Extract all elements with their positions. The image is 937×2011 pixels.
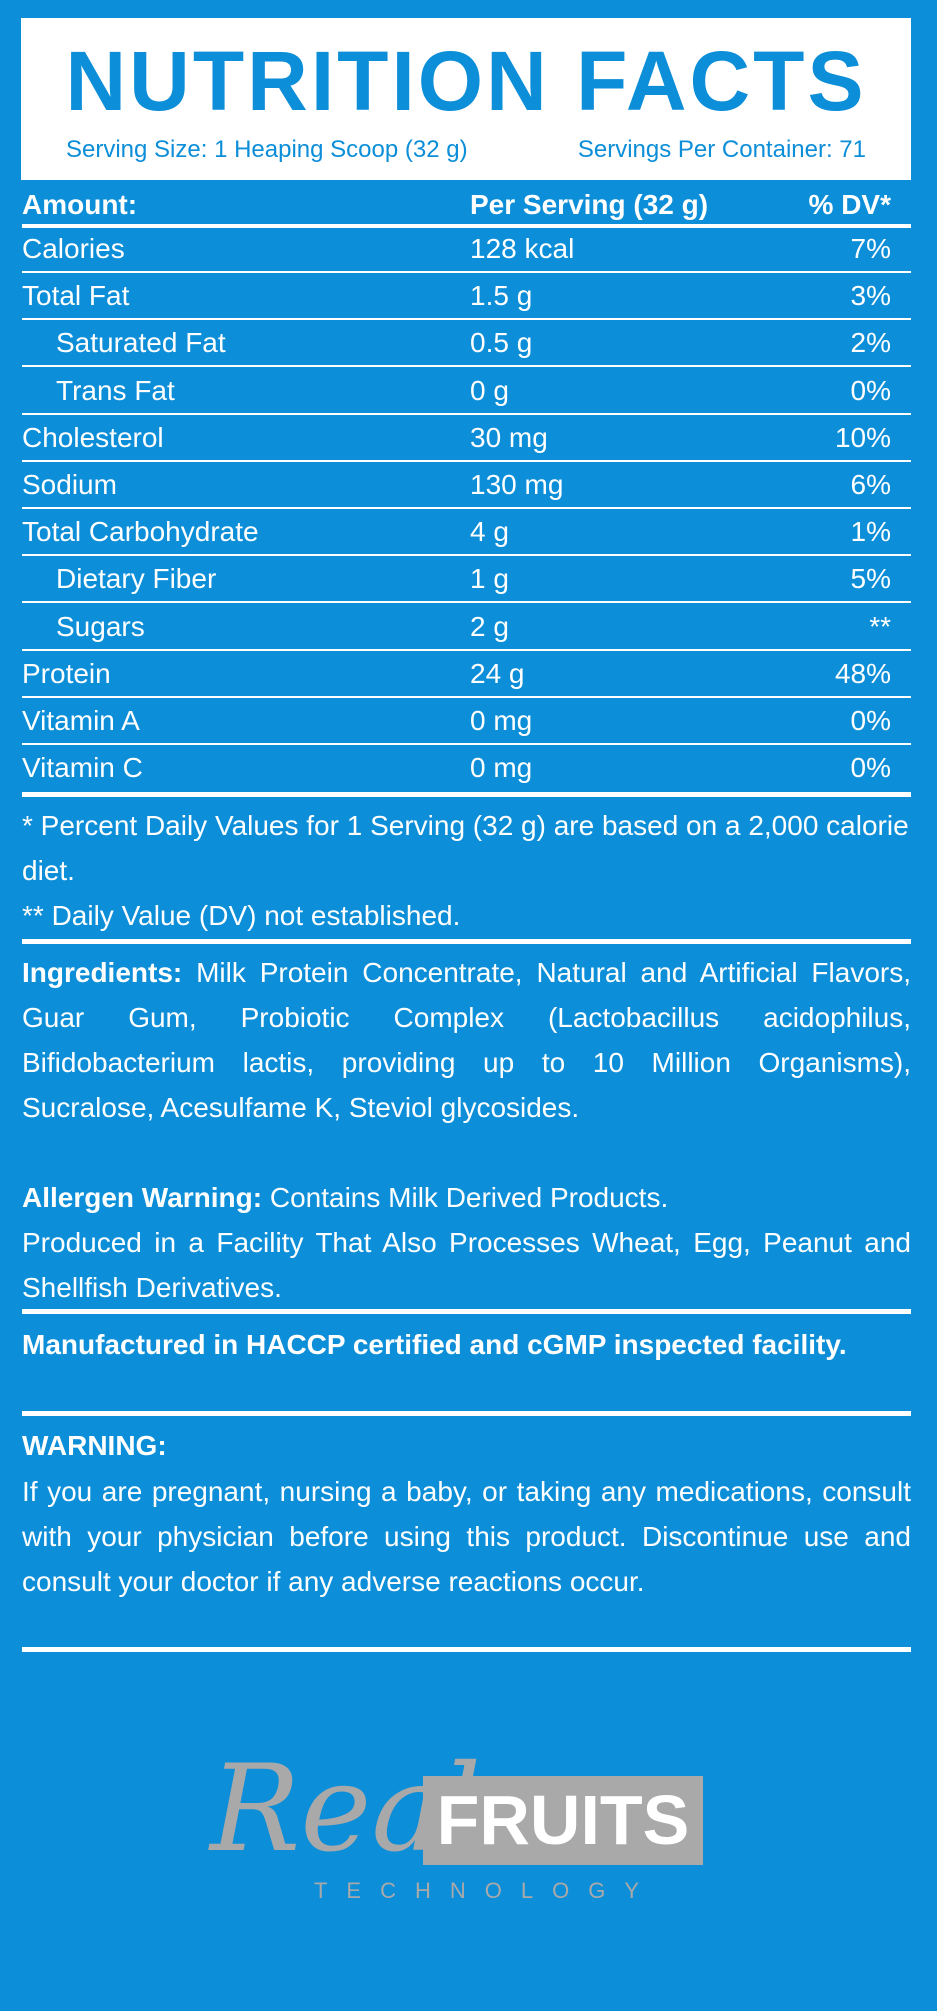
manufacturing: Manufactured in HACCP certified and cGMP… — [22, 1329, 847, 1360]
daily-value: 2% — [850, 327, 891, 359]
logo-tagline: TECHNOLOGY — [313, 1878, 659, 1903]
amount: 0 mg — [470, 705, 533, 736]
nutrient-name: Cholesterol — [22, 421, 164, 453]
amount: 0 mg — [470, 752, 533, 784]
amount: 128 kcal — [470, 233, 575, 264]
warning-text: If you are pregnant, nursing a baby, or … — [22, 1476, 911, 1597]
daily-value: 3% — [850, 280, 891, 312]
rule — [22, 792, 911, 797]
title: NUTRITION FACTS — [65, 34, 867, 128]
facility: Produced in a Facility That Also Process… — [22, 1227, 911, 1303]
header-box: NUTRITION FACTS Serving Size: 1 Heaping … — [21, 18, 911, 180]
row-divider — [22, 648, 911, 651]
nutrient-name: Protein — [22, 657, 111, 689]
daily-value: 1% — [850, 516, 891, 548]
nutrient-name: Dietary Fiber — [56, 563, 217, 595]
daily-value: 0% — [850, 752, 891, 784]
amount: 130 mg — [470, 469, 564, 500]
column-header: % DV* — [808, 189, 891, 220]
ingredients-label: Ingredients: — [22, 957, 183, 988]
rule — [22, 224, 911, 228]
row-divider — [22, 412, 911, 415]
row-divider — [22, 743, 911, 745]
daily-value: 6% — [850, 469, 891, 500]
row-divider — [22, 271, 911, 273]
amount: 0.5 g — [470, 327, 533, 359]
logo-word: FRUITS — [423, 1776, 703, 1865]
row-divider — [22, 695, 911, 698]
rule — [22, 1309, 911, 1314]
allergen-label: Allergen Warning: — [22, 1182, 263, 1213]
daily-value: 48% — [834, 657, 891, 689]
column-header: Amount: — [22, 189, 138, 220]
amount: 2 g — [470, 610, 509, 642]
footnote: ** Daily Value (DV) not established. — [22, 900, 461, 931]
nutrient-name: Saturated Fat — [56, 327, 226, 359]
row-divider — [22, 507, 911, 509]
nutrient-name: Vitamin A — [22, 705, 140, 736]
ingredients: Ingredients: Milk Protein Concentrate, N… — [22, 950, 911, 1130]
row-divider — [22, 554, 911, 557]
nutrient-name: Sodium — [22, 469, 117, 500]
rule — [22, 939, 911, 944]
row-divider — [22, 601, 911, 604]
daily-value: ** — [869, 610, 891, 642]
serving-size: Serving Size: 1 Heaping Scoop (32 g) — [66, 136, 468, 163]
warning-label: WARNING: — [22, 1430, 167, 1461]
ingredients-text: Milk Protein Concentrate, Natural and Ar… — [22, 957, 912, 1123]
daily-value: 10% — [834, 421, 891, 453]
daily-value: 0% — [850, 374, 891, 406]
nutrient-name: Sugars — [56, 610, 145, 642]
nutrient-name: Total Fat — [22, 280, 130, 312]
daily-value: 7% — [850, 233, 891, 264]
nutrient-name: Trans Fat — [56, 374, 175, 406]
rule — [22, 1647, 911, 1652]
nutrient-name: Vitamin C — [22, 752, 143, 784]
amount: 4 g — [470, 516, 509, 548]
amount: 0 g — [470, 374, 509, 406]
daily-value: 0% — [850, 705, 891, 736]
amount: 24 g — [470, 657, 525, 689]
row-divider — [22, 318, 911, 321]
amount: 1 g — [470, 563, 509, 595]
footnote: * Percent Daily Values for 1 Serving (32… — [22, 810, 909, 886]
servings-per-container: Servings Per Container: 71 — [577, 136, 866, 163]
amount: 30 mg — [470, 421, 548, 453]
allergen: Allergen Warning: Contains Milk Derived … — [22, 1175, 911, 1220]
rule — [22, 1411, 911, 1416]
row-divider — [22, 459, 911, 462]
allergen-text: Contains Milk Derived Products. — [269, 1182, 669, 1213]
amount: 1.5 g — [470, 280, 533, 312]
column-header: Per Serving (32 g) — [470, 189, 709, 220]
daily-value: 5% — [850, 563, 891, 595]
row-divider — [22, 365, 911, 368]
nutrient-name: Calories — [22, 233, 125, 264]
nutrient-name: Total Carbohydrate — [22, 516, 259, 548]
